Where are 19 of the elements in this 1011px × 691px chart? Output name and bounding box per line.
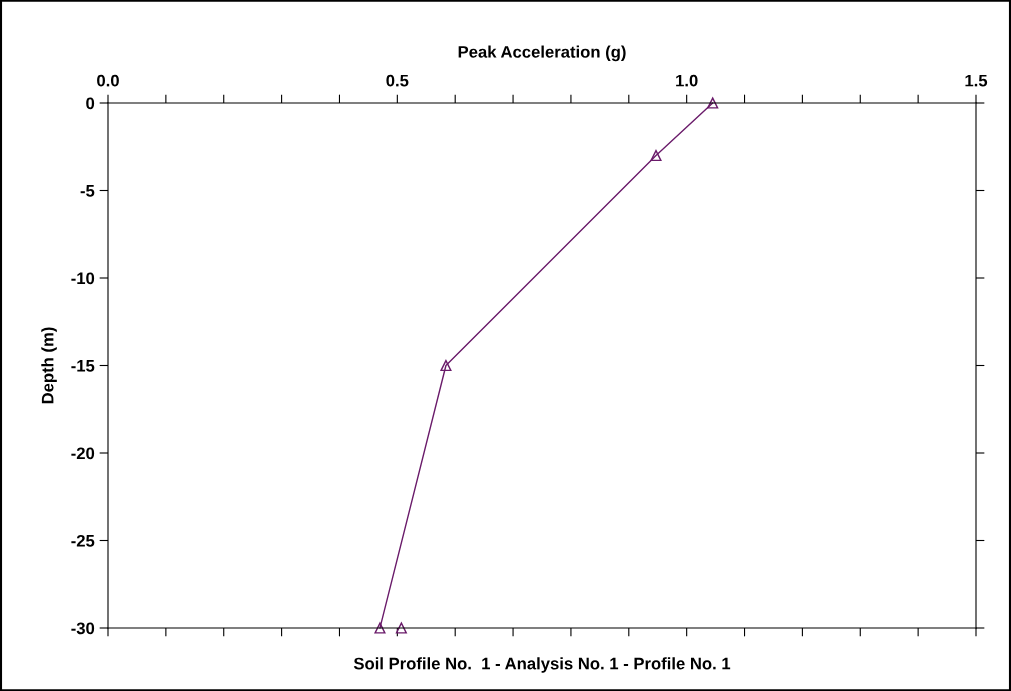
- x-tick-label: 1.0: [676, 74, 698, 87]
- x-axis-title: Peak Acceleration (g): [458, 45, 626, 62]
- x-tick-label: 0.5: [386, 74, 409, 87]
- point: [374, 622, 386, 634]
- y-tick-label: -30: [71, 622, 95, 635]
- point: [707, 97, 719, 109]
- y-tick-label: -20: [71, 447, 95, 460]
- y-tick-label: -15: [71, 360, 95, 372]
- y-tick-label: -10: [71, 272, 95, 285]
- y-tick-label: -25: [71, 534, 95, 547]
- y-axis-title: Depth (m): [41, 327, 57, 404]
- x-tick-label: 1.5: [965, 74, 988, 87]
- point: [395, 622, 407, 634]
- x-tick-label: 0.0: [97, 74, 119, 87]
- y-tick-label: 0: [86, 97, 95, 110]
- point: [440, 359, 452, 372]
- text: Soil Profile No. 1 - Analysis No. 1 - Profile No. 1: [353, 657, 731, 673]
- y-tick-label: -5: [80, 185, 95, 197]
- point: [650, 149, 662, 162]
